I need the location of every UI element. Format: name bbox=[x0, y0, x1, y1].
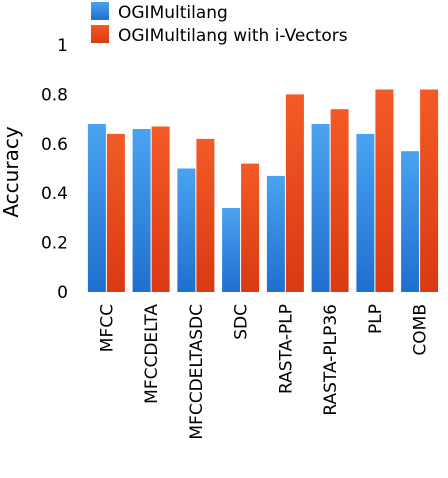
legend: OGIMultilang OGIMultilang with i-Vectors bbox=[91, 2, 348, 46]
legend-swatch-series-1 bbox=[91, 2, 109, 20]
y-tick-label-5: 1 bbox=[57, 36, 68, 56]
y-tick-label-0: 0 bbox=[57, 283, 68, 303]
category-label-rasta-plp: RASTA-PLP bbox=[276, 304, 296, 394]
legend-swatch-series-2 bbox=[91, 25, 109, 43]
y-tick-label-4: 0.8 bbox=[41, 85, 68, 105]
bar-rasta-plp36-ivectors bbox=[330, 109, 349, 292]
bar-comb-ogimultilang bbox=[401, 151, 420, 292]
bar-mfcc-ivectors bbox=[106, 133, 125, 292]
category-label-sdc: SDC bbox=[232, 304, 252, 340]
category-label-mfccdelta: MFCCDELTA bbox=[142, 304, 162, 404]
y-axis-label: Accuracy bbox=[0, 126, 23, 217]
bar-plp-ivectors bbox=[375, 89, 394, 292]
x-axis-categories: MFCC MFCCDELTA MFCCDELTASDC SDC RASTA-PL… bbox=[97, 304, 430, 440]
bar-mfccdelta-ogimultilang bbox=[132, 129, 151, 292]
legend-label-series-2: OGIMultilang with i-Vectors bbox=[118, 26, 348, 46]
y-axis-ticks: 0 0.2 0.4 0.6 0.8 1 bbox=[41, 36, 68, 303]
bar-comb-ivectors bbox=[420, 89, 439, 292]
bar-mfccdelta-ivectors bbox=[151, 126, 170, 292]
bar-sdc-ivectors bbox=[241, 163, 260, 292]
bar-rasta-plp36-ogimultilang bbox=[311, 124, 330, 292]
category-label-rasta-plp36: RASTA-PLP36 bbox=[321, 304, 341, 416]
bar-sdc-ogimultilang bbox=[222, 208, 241, 292]
category-label-mfccdeltasdc: MFCCDELTASDC bbox=[187, 304, 207, 440]
category-label-mfcc: MFCC bbox=[97, 304, 117, 352]
bar-plp-ogimultilang bbox=[356, 133, 375, 292]
bars bbox=[87, 89, 439, 293]
y-tick-label-2: 0.4 bbox=[41, 184, 68, 204]
category-label-plp: PLP bbox=[366, 304, 386, 334]
bar-mfccdeltasdc-ogimultilang bbox=[177, 168, 196, 292]
category-label-comb: COMB bbox=[411, 304, 431, 356]
bar-mfcc-ogimultilang bbox=[87, 124, 106, 292]
legend-label-series-1: OGIMultilang bbox=[118, 3, 228, 23]
y-tick-label-1: 0.2 bbox=[41, 234, 68, 254]
bar-rasta-plp-ivectors bbox=[285, 94, 304, 293]
bar-mfccdeltasdc-ivectors bbox=[196, 138, 215, 292]
bar-rasta-plp-ogimultilang bbox=[266, 175, 285, 292]
y-tick-label-3: 0.6 bbox=[41, 135, 68, 155]
